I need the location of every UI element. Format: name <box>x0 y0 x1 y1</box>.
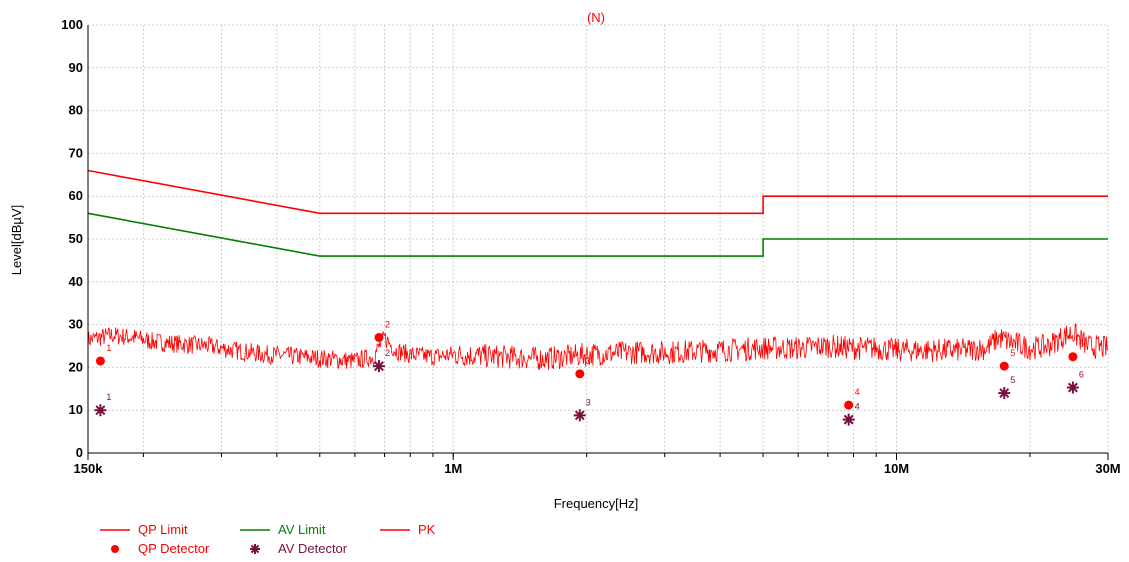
grid <box>88 24 1109 454</box>
legend: QP Limit AV Limit PK QP Detector AV Detector <box>100 522 436 556</box>
av-detector-label: 2 <box>385 348 390 358</box>
legend-item: PK <box>380 522 436 537</box>
x-tick-label: 10M <box>884 461 909 476</box>
series-av-limit <box>87 212 1108 257</box>
legend-item: QP Limit <box>100 522 188 537</box>
av-detector-label: 4 <box>855 402 860 412</box>
av-detector-core <box>1001 390 1007 396</box>
legend-swatch-star <box>250 544 260 554</box>
y-tick-label: 50 <box>69 231 83 246</box>
qp-detector-label: 4 <box>855 387 860 397</box>
qp-detector-label: 1 <box>106 343 111 353</box>
y-tick-label: 70 <box>69 145 83 160</box>
legend-label: QP Detector <box>138 541 210 556</box>
legend-item: QP Detector <box>111 541 210 556</box>
av-detector-label: 5 <box>1010 375 1015 385</box>
qp-detector-point <box>374 332 384 342</box>
legend-item: AV Detector <box>250 541 348 556</box>
legend-swatch-dot <box>111 545 119 553</box>
qp-detector-point <box>999 361 1009 371</box>
av-detector-core <box>846 417 852 423</box>
av-detector-core <box>376 363 382 369</box>
av-detector-label: 3 <box>586 397 591 407</box>
qp-detector-label: 2 <box>385 319 390 329</box>
y-tick-label: 80 <box>69 103 83 118</box>
qp-detector-point <box>95 356 105 366</box>
av-detector-point <box>372 360 385 373</box>
legend-label: AV Detector <box>278 541 348 556</box>
y-tick-label: 60 <box>69 188 83 203</box>
av-detector-core <box>97 407 103 413</box>
axes: 0 10 20 30 40 50 60 70 80 90 100 150k 1M 10M 30M <box>61 17 1120 476</box>
y-tick-label: 30 <box>69 317 83 332</box>
av-detector-label: 6 <box>1079 370 1084 380</box>
series-qp-limit <box>87 169 1108 215</box>
qp-detector-label: 6 <box>1079 339 1084 349</box>
av-detector-core <box>1070 385 1076 391</box>
av-detector-point <box>842 413 855 426</box>
x-tick-label: 1M <box>444 461 462 476</box>
legend-label: PK <box>418 522 436 537</box>
av-detector-point <box>998 387 1011 400</box>
y-tick-label: 90 <box>69 60 83 75</box>
av-detector-point <box>1066 381 1079 394</box>
av-detector-point <box>573 409 586 422</box>
av-detector-label: 1 <box>106 392 111 402</box>
av-detector-core <box>577 412 583 418</box>
legend-label: AV Limit <box>278 522 326 537</box>
qp-detector-point <box>575 369 585 379</box>
qp-detector-label: 5 <box>1010 348 1015 358</box>
qp-detector-label: 3 <box>586 356 591 366</box>
qp-detector-point <box>1068 352 1078 362</box>
marker-layer: 1 2 3 4 5 6 1 2 3 4 5 6 <box>94 319 1084 426</box>
chart-title: (N) <box>587 10 605 25</box>
av-detector-point <box>94 404 107 417</box>
y-tick-label: 10 <box>69 402 83 417</box>
y-tick-label: 100 <box>61 17 83 32</box>
x-tick-label: 30M <box>1095 461 1120 476</box>
y-tick-label: 20 <box>69 359 83 374</box>
series-pk <box>87 323 1109 371</box>
legend-item: AV Limit <box>240 522 326 537</box>
x-tick-label: 150k <box>74 461 104 476</box>
legend-label: QP Limit <box>138 522 188 537</box>
qp-detector-point <box>844 400 854 410</box>
x-axis-title: Frequency[Hz] <box>554 496 639 511</box>
y-tick-label: 40 <box>69 274 83 289</box>
y-axis-title: Level[dBµV] <box>9 205 24 275</box>
y-tick-label: 0 <box>76 445 83 460</box>
series-layer <box>87 169 1109 371</box>
